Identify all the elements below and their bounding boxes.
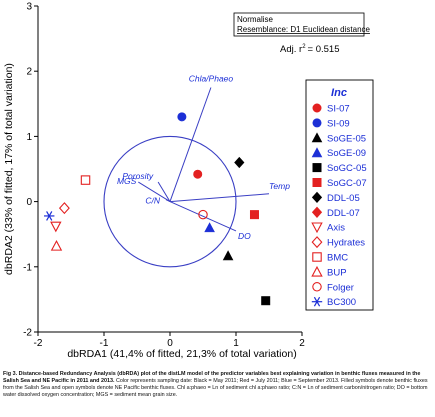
annotation-box: [233, 12, 365, 37]
data-point-sogc-07: [249, 210, 259, 220]
vector-line: [169, 193, 270, 203]
legend-marker-ddl-05: [311, 191, 323, 204]
legend-label-hydrates: Hydrates: [327, 238, 365, 249]
legend-marker-si-09: [312, 118, 322, 128]
legend-marker-bup: [311, 265, 323, 277]
y-tick-label: 2: [26, 67, 32, 78]
legend-marker-bc300: [311, 296, 323, 307]
legend-label-folger: Folger: [327, 282, 354, 293]
legend-marker-sogc-07: [312, 178, 322, 188]
vector-label: DO: [238, 231, 251, 241]
data-point-soge-09: [204, 222, 215, 233]
figure-caption: Fig 3. Distance-based Redundancy Analysi…: [3, 371, 429, 399]
annotation-line-2: Resemblance: D1 Euclidean distance: [237, 25, 371, 34]
legend-marker-si-07: [312, 103, 322, 113]
vector-line: [169, 87, 212, 202]
data-point-ddl-05: [234, 156, 245, 169]
y-axis-title: dbRDA2 (33% of fitted, 17% of total vari…: [3, 63, 15, 275]
legend-label-bmc: BMC: [327, 253, 348, 264]
x-tick-label: 2: [299, 338, 305, 349]
data-point-si-07: [193, 169, 203, 179]
data-point-axis: [50, 221, 62, 233]
asterisk-stroke: [46, 211, 53, 221]
data-point-bup: [50, 239, 63, 251]
adj-r2-text: Adj. r2 = 0.515: [280, 44, 340, 55]
x-tick-label: -2: [34, 338, 43, 349]
adj-r2-superscript: 2: [302, 44, 306, 50]
legend-marker-bmc: [312, 252, 322, 262]
x-tick-label: 1: [233, 338, 239, 349]
legend-label-bup: BUP: [327, 267, 347, 278]
correlation-circle-layer: [103, 135, 237, 268]
data-point-hydrates: [58, 202, 70, 215]
vector-label: Porosity: [122, 171, 153, 181]
caption-rest: Color represents sampling date: Black = …: [3, 378, 428, 398]
vector-line: [138, 181, 171, 203]
vector-line: [157, 181, 171, 202]
legend-label-sogc-07: SoGC-07: [327, 178, 367, 189]
x-tick-label: 0: [167, 338, 173, 349]
data-point-bc300: [44, 211, 55, 221]
asterisk-stroke: [313, 296, 321, 307]
point-layer: [44, 16, 271, 306]
legend-label-soge-05: SoGE-05: [327, 133, 366, 144]
data-point-folger: [198, 209, 208, 220]
legend-title: Inc: [331, 87, 347, 99]
legend-label-axis: Axis: [327, 223, 345, 234]
y-tick-label: 0: [26, 197, 32, 208]
legend-label-sogc-05: SoGC-05: [327, 163, 367, 174]
adj-r2-value: = 0.515: [308, 44, 340, 55]
legend-marker-hydrates: [311, 236, 323, 249]
vector-label: Temp: [269, 181, 290, 191]
vector-line: [165, 199, 171, 203]
vector-label: C/N: [145, 196, 161, 206]
legend-marker-ddl-07: [311, 206, 323, 218]
correlation-circle: [103, 135, 237, 268]
data-point-soge-05: [222, 250, 234, 261]
vector-label: MGS: [117, 176, 137, 186]
legend-marker-folger: [312, 282, 322, 292]
data-point-si-09: [177, 112, 187, 122]
data-point-sogc-05: [261, 296, 271, 306]
legend-marker-sogc-05: [312, 163, 322, 173]
legend-label-ddl-05: DDL-05: [327, 193, 360, 204]
legend-marker-soge-09: [311, 147, 323, 158]
legend-label-si-09: SI-09: [327, 118, 350, 129]
legend-marker-soge-05: [311, 132, 323, 143]
y-tick-label: 3: [26, 2, 32, 13]
x-tick-label: -1: [100, 338, 109, 349]
caption-lead: Fig 3. Distance-based Redundancy Analysi…: [3, 371, 421, 384]
adj-r2-label: Adj. r: [280, 44, 302, 55]
annotation-layer: Normalise Resemblance: D1 Euclidean dist…: [233, 12, 371, 55]
legend-marker-axis: [311, 222, 323, 234]
vector-line: [169, 201, 237, 232]
annotation-line-1: Normalise: [237, 15, 274, 24]
legend-label-bc300: BC300: [327, 297, 356, 308]
vector-label: Chla/Phaeo: [189, 74, 234, 84]
y-tick-label: -1: [23, 262, 32, 273]
y-tick-label: -2: [23, 328, 32, 339]
y-tick-label: 1: [26, 132, 32, 143]
legend-label-ddl-07: DDL-07: [327, 208, 360, 219]
legend-label-soge-09: SoGE-09: [327, 148, 366, 159]
legend-items: SI-07 SI-09 SoGE-05 SoGE-09 SoGC-05 SoGC-07 DD…: [311, 103, 367, 308]
legend-label-si-07: SI-07: [327, 104, 350, 115]
x-axis-title: dbRDA1 (41,4% of fitted, 21,3% of total …: [67, 348, 296, 360]
data-point-bmc: [80, 175, 91, 185]
legend: Inc SI-07 SI-09 SoGE-05 SoGE-09 SoGC-05 SoGC-…: [305, 79, 374, 311]
